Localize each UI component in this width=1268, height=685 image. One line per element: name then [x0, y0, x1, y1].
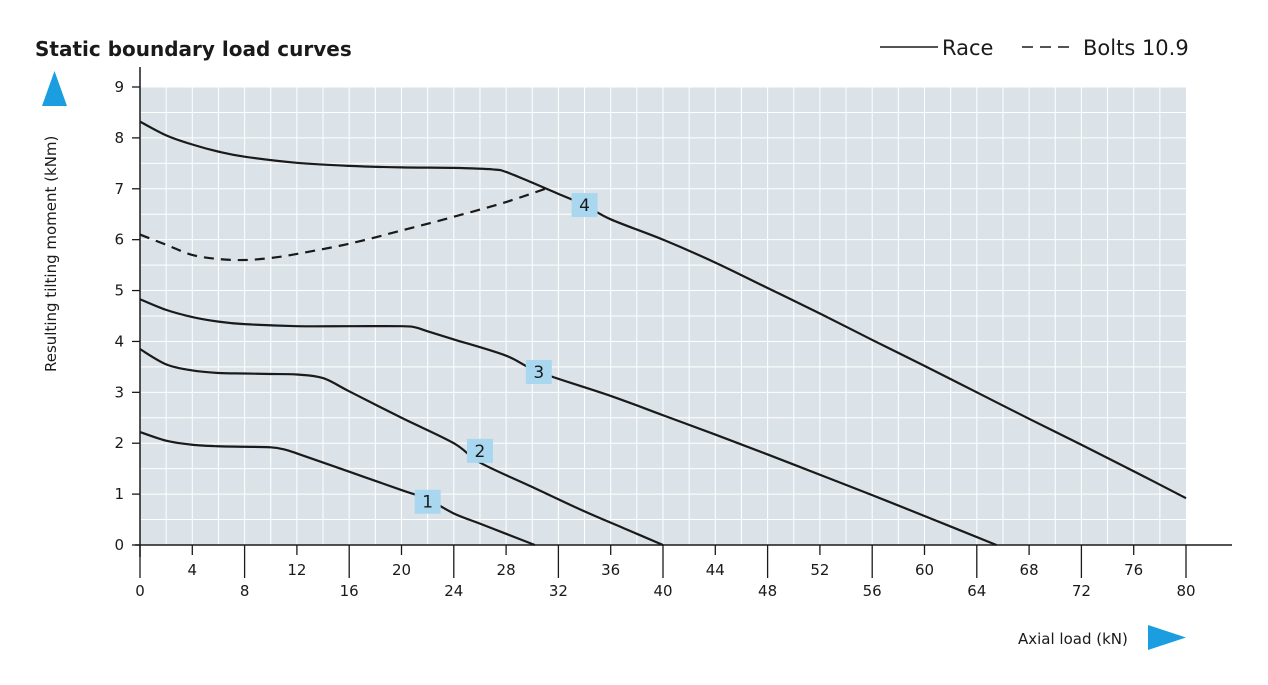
- x-tick-label: 56: [863, 582, 882, 600]
- tick-labels: 0 8 16 24 32 40 48 56 64 72 804 12 20 28 36 44 52 60 68 760…: [114, 78, 1195, 600]
- y-tick-label: 6: [114, 231, 124, 249]
- legend: Race Bolts 10.9: [880, 36, 1189, 60]
- x-tick-label: 40: [653, 582, 672, 600]
- x-tick-label: 0: [135, 582, 145, 600]
- x-tick-label: 72: [1072, 582, 1091, 600]
- y-tick-label: 3: [114, 383, 124, 401]
- legend-bolts-label: Bolts 10.9: [1083, 36, 1189, 60]
- curve-label-box-3: [525, 359, 552, 384]
- y-tick-label: 4: [114, 332, 124, 350]
- curve-label-box-4: [571, 193, 598, 218]
- x-tick-label: 36: [601, 561, 620, 579]
- y-tick-label: 2: [114, 434, 124, 452]
- x-tick-label: 68: [1020, 561, 1039, 579]
- chart-title: Static boundary load curves: [35, 37, 352, 61]
- curve-label-1: 1: [422, 493, 433, 513]
- series-line-bolts: [139, 187, 546, 262]
- series-lines: [139, 120, 1187, 547]
- curve-label-box-1: [414, 489, 441, 514]
- y-axis-arrow-icon: [42, 71, 67, 106]
- x-tick-label: 8: [240, 582, 250, 600]
- y-tick-label: 7: [114, 180, 124, 198]
- grid: [140, 86, 1186, 545]
- y-tick-label: 8: [114, 129, 124, 147]
- y-tick-label: 9: [114, 78, 124, 96]
- x-tick-label: 76: [1124, 561, 1143, 579]
- x-axis-title: Axial load (kN): [1018, 630, 1128, 648]
- series-line-race-2: [139, 348, 664, 547]
- x-tick-label: 52: [810, 561, 829, 579]
- x-tick-label: 44: [706, 561, 725, 579]
- curve-label-4: 4: [579, 196, 590, 216]
- x-tick-label: 20: [392, 561, 411, 579]
- x-tick-label: 48: [758, 582, 777, 600]
- x-tick-label: 24: [444, 582, 463, 600]
- x-tick-label: 64: [967, 582, 986, 600]
- legend-race-label: Race: [942, 36, 993, 60]
- y-tick-label: 0: [114, 536, 124, 554]
- curve-label-box-2: [466, 438, 493, 463]
- axes: [132, 67, 1232, 578]
- y-tick-label: 5: [114, 282, 124, 300]
- series-line-race-3: [139, 298, 997, 547]
- x-tick-label: 32: [549, 582, 568, 600]
- y-axis-title: Resulting tilting moment (kNm): [42, 136, 60, 372]
- y-tick-label: 1: [114, 485, 124, 503]
- curve-labels: 1 2 3 4: [414, 193, 598, 514]
- series-line-race-1: [139, 430, 536, 547]
- x-tick-label: 60: [915, 561, 934, 579]
- curve-label-3: 3: [533, 363, 544, 383]
- series-line-race-4: [139, 120, 1187, 500]
- x-tick-label: 80: [1176, 582, 1195, 600]
- x-tick-label: 4: [188, 561, 198, 579]
- x-tick-label: 16: [340, 582, 359, 600]
- x-tick-label: 28: [497, 561, 516, 579]
- x-tick-label: 12: [287, 561, 306, 579]
- curve-label-2: 2: [475, 442, 486, 462]
- x-axis-arrow-icon: [1148, 625, 1186, 650]
